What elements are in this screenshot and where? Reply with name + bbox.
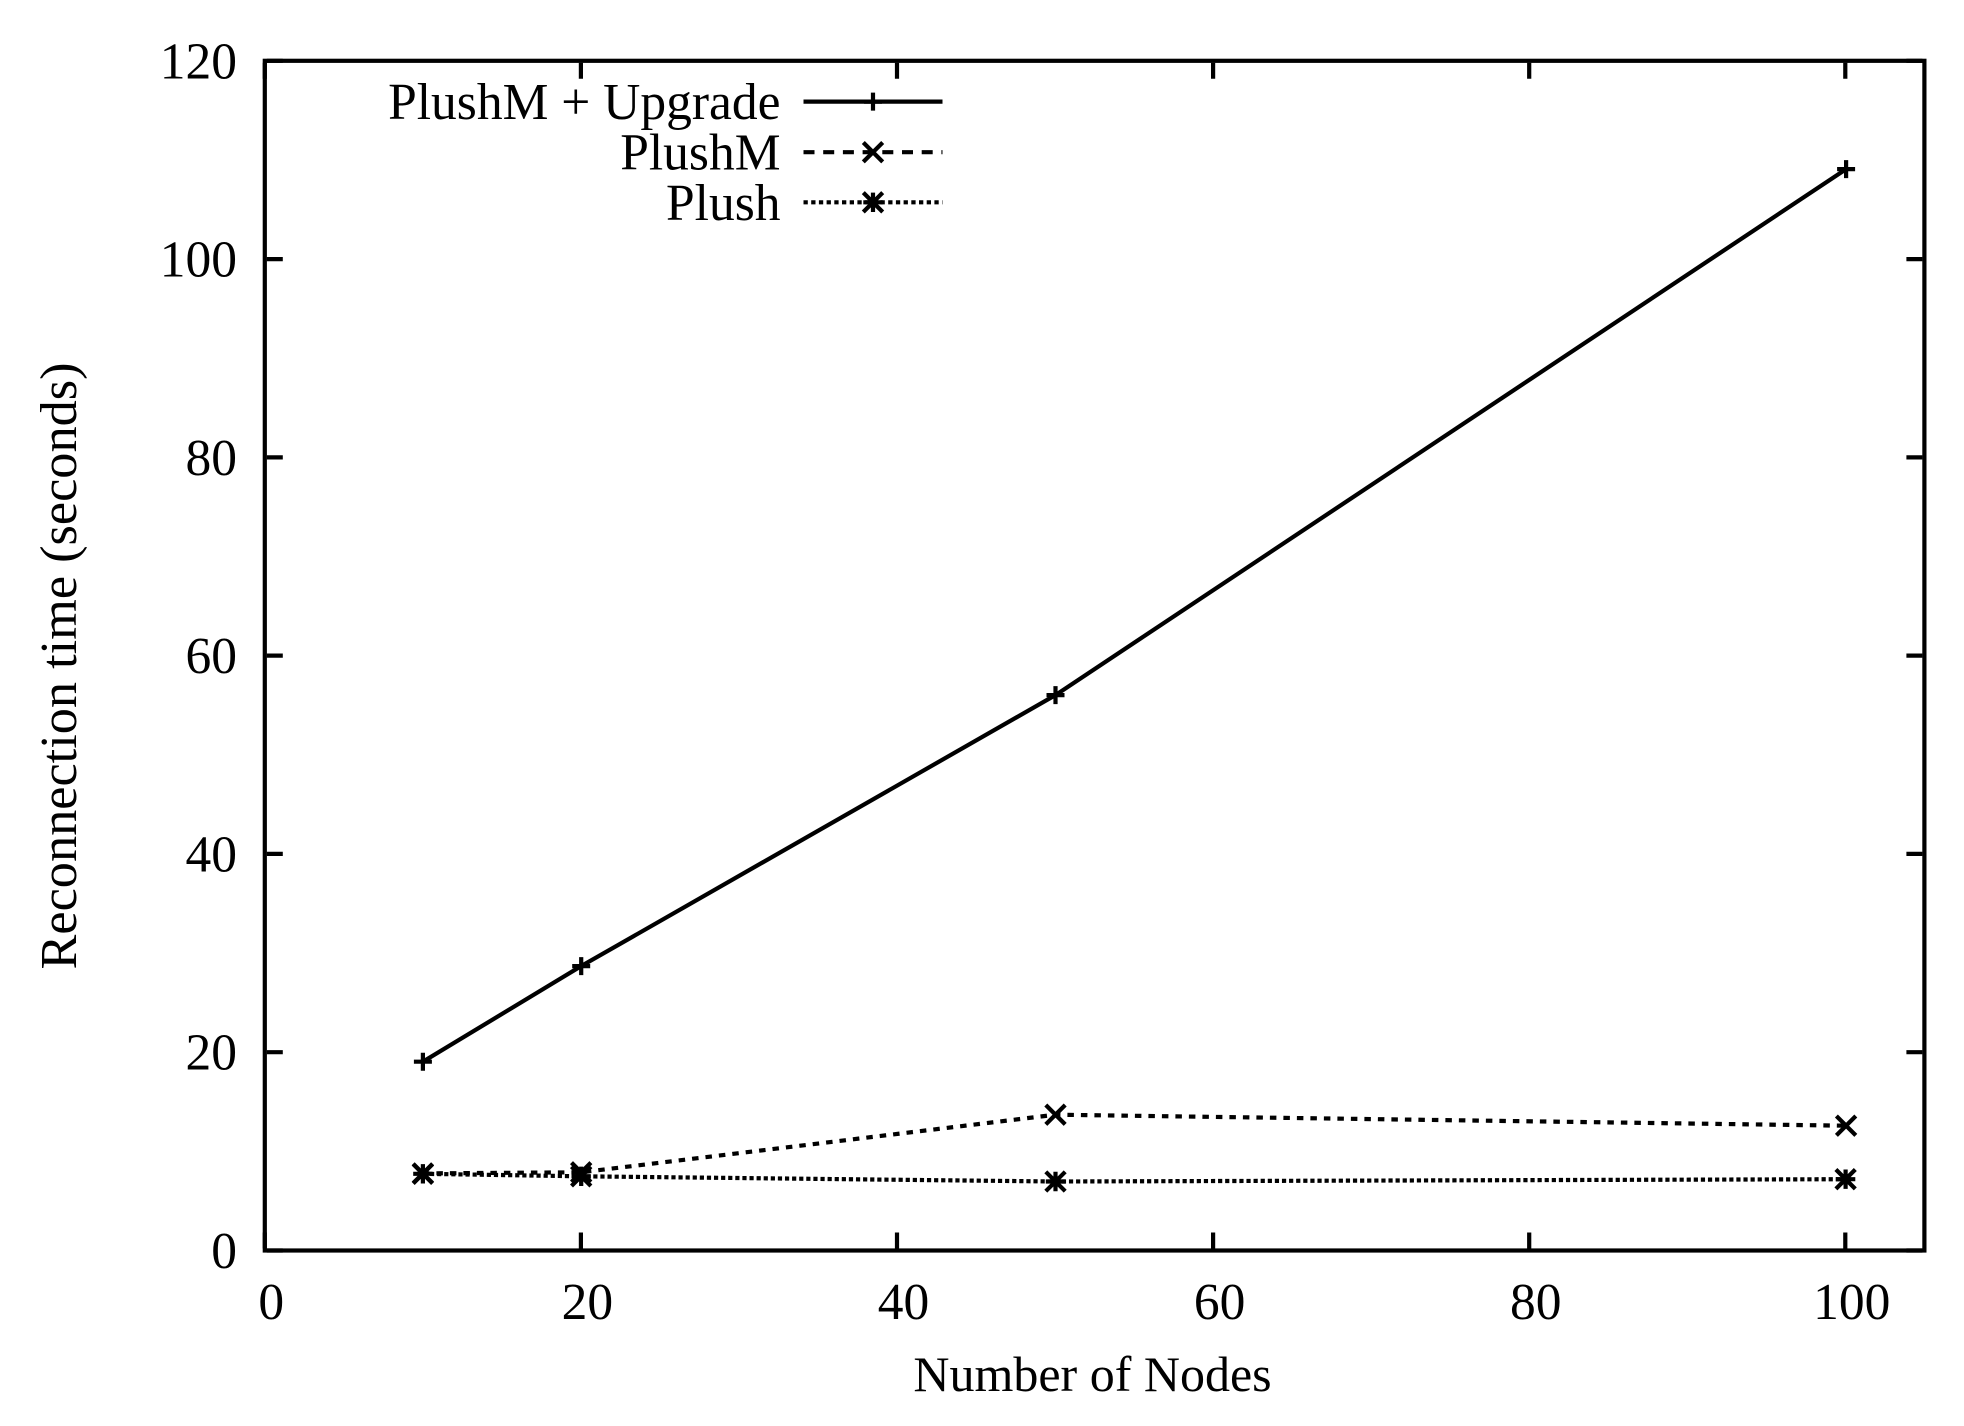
svg-text:40: 40 — [878, 1274, 930, 1331]
svg-text:Reconnection time (seconds): Reconnection time (seconds) — [30, 362, 88, 969]
svg-text:PlushM: PlushM — [620, 125, 780, 182]
svg-text:120: 120 — [160, 33, 237, 90]
svg-text:Number of Nodes: Number of Nodes — [913, 1346, 1271, 1402]
svg-text:Plush: Plush — [666, 175, 781, 232]
svg-text:100: 100 — [160, 232, 237, 289]
svg-text:0: 0 — [211, 1223, 237, 1280]
svg-text:20: 20 — [562, 1274, 614, 1331]
svg-text:PlushM + Upgrade: PlushM + Upgrade — [388, 74, 780, 131]
svg-text:40: 40 — [186, 826, 238, 883]
svg-text:60: 60 — [186, 628, 238, 685]
svg-text:100: 100 — [1813, 1274, 1890, 1331]
svg-text:60: 60 — [1194, 1274, 1246, 1331]
svg-text:20: 20 — [186, 1025, 238, 1082]
svg-text:80: 80 — [1510, 1274, 1562, 1331]
svg-text:80: 80 — [186, 430, 238, 487]
svg-text:0: 0 — [258, 1274, 284, 1331]
